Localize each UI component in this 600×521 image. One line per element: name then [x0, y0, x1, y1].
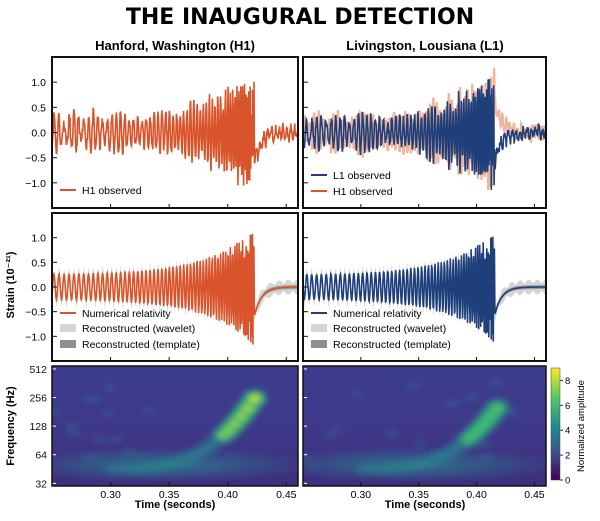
spectrogram-blob-bl-9	[81, 394, 103, 405]
y-tick-label-bl-1: 64	[35, 450, 47, 462]
y-tick-label-bl-0: 32	[35, 478, 47, 490]
frame-middle-right	[302, 212, 547, 362]
x-axis-label-right: Time (seconds)	[385, 499, 466, 511]
spectrogram-blob-br-0	[303, 451, 313, 462]
panel-h1-numerical-relativity: −1.0 −0.5 0.0 0.5 1.0	[25, 226, 298, 361]
chirp-segment-bl-24	[239, 387, 270, 410]
spectrogram-blob-br-1	[487, 376, 505, 388]
frame-top-left	[51, 56, 299, 209]
spectrogram-blob-bl-1	[205, 460, 225, 470]
y-tick-label-tl-1: −0.5	[25, 153, 46, 165]
spectrogram-blob-br-6	[442, 398, 463, 409]
spectrogram-blob-br-4	[304, 463, 322, 472]
frame-bottom-right	[302, 365, 547, 487]
frame-bottom-left	[51, 365, 299, 487]
panel-h1-spectrogram: 32 64 128 256 512 0.30 0.35 0.40 0.45	[29, 364, 298, 501]
legend-swatch-template-l1	[311, 340, 327, 348]
colorbar: 0 2 4 6 8 Normalized amplitude	[550, 367, 587, 487]
y-tick-label-ml-0: −1.0	[25, 331, 46, 343]
colorbar-tick-label-3: 6	[565, 401, 570, 412]
y-tick-label-ml-3: 0.5	[31, 257, 46, 269]
frequency-axis-label: Frequency (Hz)	[5, 386, 17, 466]
legend-top-left: H1 observed	[60, 185, 142, 197]
legend-label-wavelet-l1: Reconstructed (wavelet)	[333, 323, 446, 335]
colorbar-gradient	[550, 367, 561, 481]
spectrogram-chirp-bl	[101, 387, 270, 475]
x-axis-label-left: Time (seconds)	[135, 499, 216, 511]
spectrogram-blob-bl-5	[62, 428, 85, 438]
frame-top-right	[302, 56, 547, 209]
y-tick-label-ml-2: 0.0	[31, 282, 46, 294]
spectrogram-blob-br-12	[403, 381, 424, 391]
spectrogram-blob-bl-11	[105, 435, 126, 444]
legend-label-template-l1: Reconstructed (template)	[333, 339, 451, 351]
x-tick-label-br-3: 0.45	[524, 489, 545, 501]
y-tick-label-tl-2: 0.0	[31, 128, 46, 140]
legend-label-template-h1: Reconstructed (template)	[82, 339, 200, 351]
series-l1-observed	[303, 78, 546, 190]
spectrogram-blob-br-5	[477, 452, 497, 462]
strain-axis-label: Strain (10⁻²¹)	[5, 251, 17, 318]
colorbar-ticks: 0 2 4 6 8	[560, 376, 570, 487]
x-tick-label-br-0: 0.30	[351, 489, 372, 501]
x-tick-label-bl-3: 0.45	[276, 489, 297, 501]
spectrogram-blob-bl-8	[119, 447, 138, 457]
colorbar-tick-label-0: 0	[565, 476, 570, 487]
spectrogram-blob-br-10	[349, 389, 366, 399]
legend-label-h1-observed: H1 observed	[82, 185, 142, 197]
x-tick-label-br-1: 0.35	[408, 489, 429, 501]
legend-swatch-wavelet-l1	[311, 324, 327, 332]
series-numerical-relativity-l1	[303, 236, 546, 342]
spectrogram-blob-bl-6	[100, 409, 118, 419]
legend-label-numerical-relativity-l1: Numerical relativity	[333, 308, 422, 320]
y-tick-label-ml-1: −0.5	[25, 307, 46, 319]
spectrogram-blob-bl-7	[63, 421, 80, 432]
y-tick-label-bl-3: 256	[29, 393, 47, 405]
y-tick-label-tl-3: 0.5	[31, 102, 46, 114]
series-numerical-relativity-h1	[52, 233, 298, 345]
livingston-title: Livingston, Lousiana (L1)	[346, 38, 503, 53]
y-tick-label-bl-2: 128	[29, 421, 47, 433]
x-tick-label-br-2: 0.40	[466, 489, 487, 501]
legend-middle-right: Numerical relativity Reconstructed (wave…	[311, 308, 451, 351]
legend-middle-left: Numerical relativity Reconstructed (wave…	[60, 308, 200, 351]
chirp-segment-br-24	[482, 396, 513, 419]
x-tick-label-bl-1: 0.35	[159, 489, 180, 501]
y-tick-label-tl-4: 1.0	[31, 77, 46, 89]
series-h1-observed	[52, 81, 298, 186]
panel-l1-spectrogram: 0.30 0.35 0.40 0.45	[303, 366, 546, 501]
spectrogram-blob-br-9	[461, 392, 483, 403]
spectrogram-blob-bl-3	[80, 453, 100, 463]
colorbar-tick-label-2: 4	[565, 426, 570, 437]
legend-top-right: L1 observed H1 observed	[311, 170, 393, 198]
colorbar-tick-label-1: 2	[565, 451, 570, 462]
spectrogram-chirp-br	[351, 396, 513, 475]
spectrogram-blob-br-3	[411, 439, 428, 450]
spectrogram-blob-bl-13	[88, 433, 109, 444]
legend-label-wavelet-h1: Reconstructed (wavelet)	[82, 323, 195, 335]
spectrogram-blob-bl-12	[131, 452, 152, 462]
spectrogram-blob-bl-10	[101, 382, 119, 393]
colorbar-label: Normalized amplitude	[576, 380, 587, 472]
spectrogram-blob-br-13	[327, 425, 347, 434]
frame-middle-left	[51, 212, 299, 362]
spectrogram-blob-bl-2	[139, 405, 161, 415]
spectrogram-blob-bl-0	[52, 407, 62, 417]
legend-swatch-wavelet-h1	[60, 324, 76, 332]
legend-swatch-template-h1	[60, 340, 76, 348]
legend-label-numerical-relativity-h1: Numerical relativity	[82, 308, 171, 320]
y-tick-label-tl-0: −1.0	[25, 178, 46, 190]
y-tick-label-ml-4: 1.0	[31, 233, 46, 245]
x-tick-label-bl-0: 0.30	[100, 489, 121, 501]
figure-title: THE INAUGURAL DETECTION	[126, 5, 474, 30]
panel-h1-observed: −1.0 −0.5 0.0 0.5 1.0	[25, 77, 298, 208]
spectrogram-blob-br-8	[382, 428, 400, 439]
x-tick-label-bl-2: 0.40	[217, 489, 238, 501]
legend-label-l1-observed: L1 observed	[333, 170, 391, 182]
legend-label-h1-observed-overlay: H1 observed	[333, 186, 393, 198]
colorbar-tick-label-4: 8	[565, 376, 570, 387]
y-tick-label-bl-4: 512	[29, 364, 47, 376]
hanford-title: Hanford, Washington (H1)	[95, 38, 255, 53]
